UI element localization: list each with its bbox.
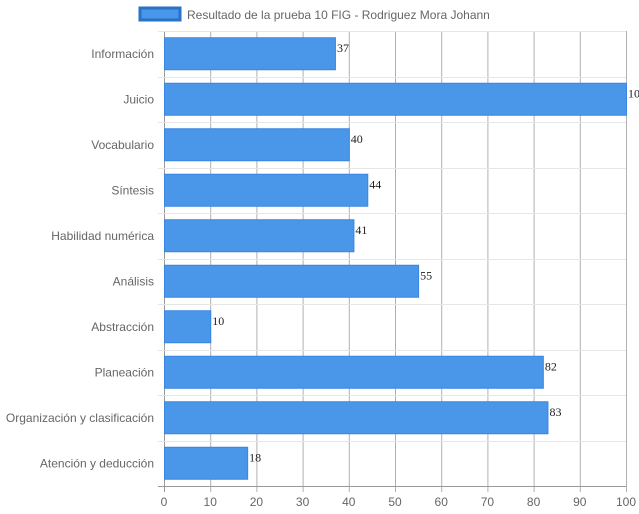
category-label: Análisis — [113, 274, 154, 288]
category-label: Juicio — [123, 92, 154, 106]
data-label: 44 — [369, 177, 381, 191]
bar[interactable] — [164, 219, 355, 253]
x-tick-label: 80 — [527, 495, 541, 509]
x-tick-label: 60 — [435, 495, 449, 509]
data-label: 18 — [249, 450, 261, 464]
data-label: 83 — [549, 405, 561, 419]
x-tick-label: 70 — [481, 495, 495, 509]
bar[interactable] — [164, 128, 350, 162]
data-label: 40 — [351, 132, 363, 146]
legend: Resultado de la prueba 10 FIG - Rodrigue… — [138, 6, 490, 22]
data-label: 10 — [212, 314, 224, 328]
bar[interactable] — [164, 446, 249, 480]
category-label: Síntesis — [111, 183, 154, 197]
x-tick-label: 10 — [204, 495, 218, 509]
category-label: Abstracción — [91, 320, 154, 334]
category-label: Habilidad numérica — [51, 229, 154, 243]
x-tick-label: 100 — [616, 495, 636, 509]
x-tick-label: 50 — [388, 495, 402, 509]
data-label: 82 — [545, 359, 557, 373]
data-label: 55 — [420, 268, 432, 282]
bar[interactable] — [164, 82, 627, 116]
x-tick-labels: 0 10 20 30 40 50 60 70 80 90 100 — [161, 495, 637, 509]
category-label: Planeación — [95, 365, 154, 379]
bar[interactable] — [164, 355, 544, 389]
x-tick-label: 40 — [342, 495, 356, 509]
x-tick-label: 0 — [161, 495, 168, 509]
category-label: Organización y clasificación — [6, 411, 154, 425]
x-tick-label: 90 — [573, 495, 587, 509]
bars — [164, 37, 627, 480]
data-labels: 37 100 40 44 41 55 10 82 83 18 — [212, 41, 639, 465]
category-label: Atención y deducción — [40, 456, 154, 470]
legend-label: Resultado de la prueba 10 FIG - Rodrigue… — [187, 8, 490, 22]
bar[interactable] — [164, 264, 420, 298]
data-label: 41 — [355, 223, 367, 237]
data-label: 100 — [628, 86, 639, 100]
data-label: 37 — [337, 41, 349, 55]
legend-swatch — [138, 6, 182, 22]
bar[interactable] — [164, 401, 549, 435]
x-tick-label: 20 — [250, 495, 264, 509]
bar[interactable] — [164, 37, 336, 71]
category-label: Información — [91, 47, 154, 61]
bar[interactable] — [164, 173, 369, 207]
bar[interactable] — [164, 310, 212, 344]
category-label: Vocabulario — [91, 138, 154, 152]
x-tick-label: 30 — [296, 495, 310, 509]
category-labels: Información Juicio Vocabulario Síntesis Habi… — [6, 47, 154, 471]
